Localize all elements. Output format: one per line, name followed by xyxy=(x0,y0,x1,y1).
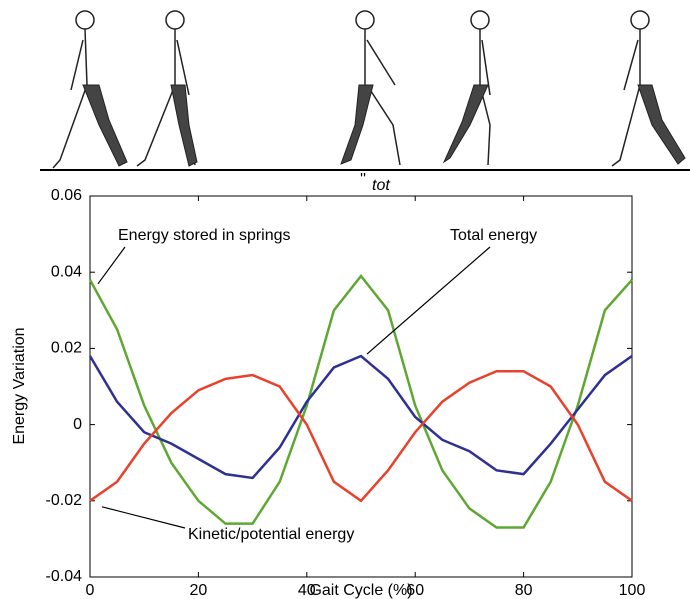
annotation-arrow xyxy=(101,506,186,529)
annotation: Total energy xyxy=(450,227,537,244)
y-axis-label: Energy Variation xyxy=(11,327,28,444)
y-tick-label: 0.02 xyxy=(51,340,82,357)
y-tick-label: -0.04 xyxy=(46,568,83,585)
x-axis-label: Gait Cycle (%) xyxy=(309,582,412,599)
title-fragment-mark: '' xyxy=(360,171,366,188)
y-tick-label: 0.04 xyxy=(51,263,82,280)
x-tick-label: 60 xyxy=(406,582,424,599)
annotation: Energy stored in springs xyxy=(118,227,291,244)
y-tick-label: 0 xyxy=(73,416,82,433)
x-tick-label: 80 xyxy=(515,582,533,599)
x-tick-label: 40 xyxy=(298,582,316,599)
annotation-arrow xyxy=(97,246,126,285)
series-line xyxy=(88,273,633,529)
annotation: Kinetic/potential energy xyxy=(188,526,354,543)
title-fragment: tot xyxy=(372,177,390,194)
x-tick-label: 20 xyxy=(190,582,208,599)
x-tick-label: 100 xyxy=(619,582,646,599)
series-line xyxy=(89,370,633,503)
plot-frame xyxy=(89,195,633,578)
y-tick-label: 0.06 xyxy=(51,187,82,204)
annotation-arrow xyxy=(366,246,491,355)
x-tick-label: 0 xyxy=(86,582,95,599)
series-line xyxy=(88,354,633,480)
y-tick-label: -0.02 xyxy=(46,492,83,509)
walking-figures xyxy=(40,10,690,171)
